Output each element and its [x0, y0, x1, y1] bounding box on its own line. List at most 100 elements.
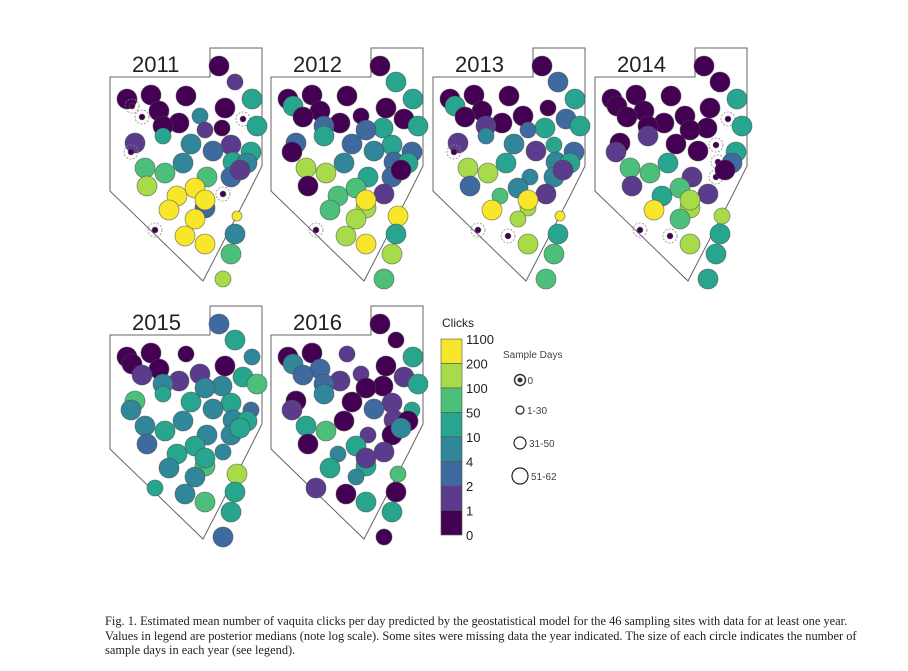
- site-circle: [347, 468, 365, 486]
- site-circle: [154, 420, 176, 442]
- site-circle: [459, 175, 481, 197]
- missing-site-marker: [123, 144, 139, 160]
- site-circle: [333, 410, 355, 432]
- site-circle: [517, 233, 539, 255]
- site-circle: [477, 127, 495, 145]
- site-circle: [355, 377, 377, 399]
- site-circle: [131, 364, 153, 386]
- site-circle: [214, 443, 232, 461]
- site-circle: [657, 152, 679, 174]
- site-circle: [191, 107, 209, 125]
- site-circle: [402, 346, 424, 368]
- site-circle: [224, 329, 246, 351]
- site-circle: [196, 121, 214, 139]
- site-circle: [545, 136, 563, 154]
- map-panel-2015: 2015: [109, 305, 268, 548]
- site-circle: [184, 466, 206, 488]
- site-circle: [509, 210, 527, 228]
- site-circle: [535, 268, 557, 290]
- missing-site-marker: [147, 222, 163, 238]
- site-circle: [495, 152, 517, 174]
- size-legend-label: 1-30: [527, 406, 547, 417]
- size-legend-symbol: [515, 405, 525, 415]
- site-circle: [619, 157, 641, 179]
- site-circle: [124, 132, 146, 154]
- site-circle: [534, 117, 556, 139]
- site-circle: [552, 159, 574, 181]
- site-circle: [539, 99, 557, 117]
- site-circle: [212, 526, 234, 548]
- site-circle: [387, 331, 405, 349]
- site-circle: [731, 115, 753, 137]
- panel-year-title: 2013: [455, 52, 504, 77]
- color-legend-tick-label: 4: [466, 455, 473, 470]
- site-circle: [390, 417, 412, 439]
- panel-year-title: 2015: [132, 310, 181, 335]
- site-circle: [120, 399, 142, 421]
- missing-site-marker: [308, 222, 324, 238]
- size-legend-label: 0: [528, 376, 534, 387]
- map-panel-2016: 2016: [270, 305, 429, 546]
- site-circle: [359, 426, 377, 444]
- color-legend-tick-label: 10: [466, 430, 480, 445]
- size-legend: Sample Days 0 1-30 31-50 51-62: [503, 350, 562, 485]
- missing-site-marker: [662, 228, 678, 244]
- site-circle: [341, 133, 363, 155]
- site-circle: [229, 159, 251, 181]
- site-circle: [498, 85, 520, 107]
- color-legend-tick-label: 100: [466, 381, 488, 396]
- site-circle: [669, 208, 691, 230]
- site-circle: [226, 463, 248, 485]
- missing-site-marker: [632, 222, 648, 238]
- site-circle: [679, 189, 701, 211]
- site-circle: [447, 132, 469, 154]
- size-legend-symbol: [513, 373, 527, 387]
- site-circle: [714, 159, 736, 181]
- color-legend-swatch: [440, 436, 463, 462]
- site-circle: [172, 410, 194, 432]
- site-circle: [621, 175, 643, 197]
- site-circle: [202, 140, 224, 162]
- site-circle: [616, 106, 638, 128]
- color-legend-swatch: [440, 363, 463, 389]
- site-circle: [679, 233, 701, 255]
- site-circle: [194, 377, 216, 399]
- missing-site-marker: [215, 186, 231, 202]
- site-circle: [292, 364, 314, 386]
- site-circle: [224, 223, 246, 245]
- site-circle: [297, 175, 319, 197]
- site-circle: [341, 391, 363, 413]
- site-circle: [369, 55, 391, 77]
- site-circle: [709, 71, 731, 93]
- site-circle: [184, 208, 206, 230]
- missing-site-marker: [720, 111, 736, 127]
- site-circle: [687, 140, 709, 162]
- site-circle: [313, 125, 335, 147]
- missing-site-marker: [708, 137, 724, 153]
- site-circle: [292, 106, 314, 128]
- site-circle: [246, 373, 268, 395]
- site-circle: [214, 355, 236, 377]
- site-circle: [605, 141, 627, 163]
- size-legend-symbol: [513, 436, 527, 450]
- site-circle: [313, 383, 335, 405]
- site-circle: [194, 189, 216, 211]
- color-legend-tick-label: 1: [466, 504, 473, 519]
- site-circle: [543, 243, 565, 265]
- site-circle: [295, 157, 317, 179]
- site-circle: [375, 355, 397, 377]
- size-legend-label: 51-62: [531, 472, 557, 483]
- site-circle: [281, 141, 303, 163]
- site-circle: [345, 208, 367, 230]
- site-circle: [679, 119, 701, 141]
- site-circle: [241, 88, 263, 110]
- color-legend-title: Clicks: [442, 316, 474, 330]
- missing-site-marker: [470, 222, 486, 238]
- site-circle: [194, 447, 216, 469]
- site-circle: [381, 243, 403, 265]
- site-circle: [136, 433, 158, 455]
- site-circle: [174, 483, 196, 505]
- site-circle: [726, 88, 748, 110]
- site-circle: [246, 115, 268, 137]
